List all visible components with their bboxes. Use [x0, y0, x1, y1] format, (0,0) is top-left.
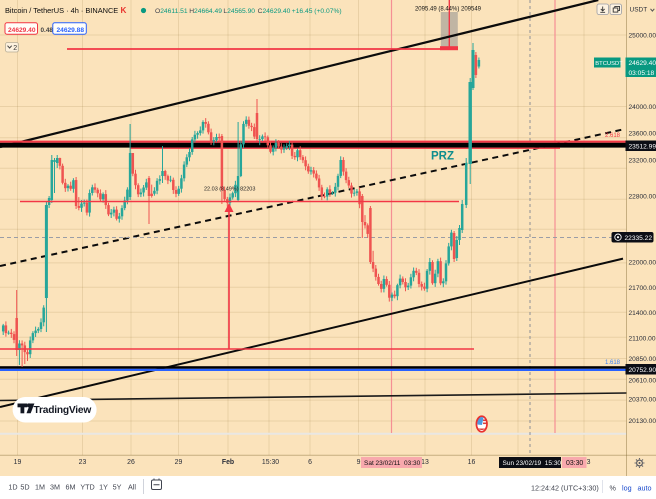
svg-text:USDT: USDT — [630, 7, 648, 14]
svg-text:26: 26 — [127, 459, 135, 466]
svg-text:PRZ: PRZ — [431, 151, 454, 163]
svg-text:22335.22: 22335.22 — [625, 235, 653, 242]
svg-text:5D: 5D — [20, 483, 29, 492]
svg-text:6M: 6M — [66, 483, 76, 492]
svg-text:23200.00: 23200.00 — [629, 158, 656, 165]
svg-text:2.618: 2.618 — [605, 133, 621, 139]
svg-text:22000.00: 22000.00 — [629, 260, 656, 267]
svg-text:19: 19 — [14, 459, 22, 466]
svg-text:03:30: 03:30 — [566, 460, 583, 467]
svg-text:O24611.51: O24611.51 — [155, 8, 188, 15]
svg-text:24000.00: 24000.00 — [629, 104, 656, 111]
svg-text:22.03 (8.49%) 82203: 22.03 (8.49%) 82203 — [204, 187, 255, 193]
svg-text:TradingView: TradingView — [34, 405, 92, 416]
svg-text:5Y: 5Y — [113, 483, 122, 492]
svg-text:23600.00: 23600.00 — [629, 131, 656, 138]
svg-text:03:05:18: 03:05:18 — [629, 70, 655, 77]
svg-text:23: 23 — [79, 459, 87, 466]
svg-text:All: All — [128, 483, 136, 492]
svg-text:24629.88: 24629.88 — [57, 27, 85, 34]
svg-text:log: log — [622, 484, 632, 493]
svg-text:0.48: 0.48 — [41, 27, 54, 34]
svg-text:20610.00: 20610.00 — [629, 378, 656, 385]
svg-text:3: 3 — [587, 459, 591, 466]
svg-text:6: 6 — [308, 459, 312, 466]
svg-text:K: K — [121, 6, 127, 15]
svg-text:22800.00: 22800.00 — [629, 194, 656, 201]
svg-text:1D: 1D — [8, 483, 17, 492]
svg-text:13: 13 — [421, 459, 429, 466]
svg-text:24629.40: 24629.40 — [629, 60, 656, 67]
svg-text:C24629.40: C24629.40 — [258, 8, 291, 15]
svg-text:16: 16 — [468, 459, 476, 466]
svg-text:H24664.49: H24664.49 — [189, 8, 222, 15]
svg-text:Sat 23/02/11 03:30: Sat 23/02/11 03:30 — [364, 460, 421, 467]
svg-text:3M: 3M — [50, 483, 60, 492]
svg-text:1M: 1M — [35, 483, 45, 492]
svg-text:Sun 23/02/19 15:30: Sun 23/02/19 15:30 — [503, 460, 562, 467]
svg-text:20850.00: 20850.00 — [629, 356, 656, 363]
svg-text:21700.00: 21700.00 — [629, 285, 656, 292]
svg-text:auto: auto — [638, 484, 652, 493]
svg-text:12:24:42 (UTC+3:30): 12:24:42 (UTC+3:30) — [531, 484, 599, 493]
svg-text:2: 2 — [13, 45, 17, 52]
svg-text:24629.40: 24629.40 — [8, 27, 36, 34]
svg-text:20130.00: 20130.00 — [629, 418, 656, 425]
svg-text:15:30: 15:30 — [262, 459, 279, 466]
svg-text:1Y: 1Y — [99, 483, 108, 492]
svg-text:%: % — [610, 484, 617, 493]
svg-text:+16.45 (+0.07%): +16.45 (+0.07%) — [292, 8, 342, 15]
svg-text:23512.99: 23512.99 — [629, 143, 656, 150]
svg-text:1.618: 1.618 — [605, 360, 621, 366]
svg-text:YTD: YTD — [80, 483, 94, 492]
svg-text:9: 9 — [357, 459, 361, 466]
svg-text:Feb: Feb — [222, 459, 234, 466]
svg-text:20752.90: 20752.90 — [629, 367, 656, 374]
svg-text:2095.49 (8.44%) 209549: 2095.49 (8.44%) 209549 — [415, 7, 482, 13]
svg-text:29: 29 — [175, 459, 183, 466]
svg-text:L24565.90: L24565.90 — [223, 8, 255, 15]
svg-text:25000.00: 25000.00 — [629, 33, 656, 40]
svg-text:BTCUSDT: BTCUSDT — [595, 61, 623, 67]
svg-text:Bitcoin / TetherUS · 4h · BINA: Bitcoin / TetherUS · 4h · BINANCE — [5, 6, 118, 15]
svg-text:20370.00: 20370.00 — [629, 397, 656, 404]
svg-text:21100.00: 21100.00 — [629, 336, 656, 343]
svg-text:21400.00: 21400.00 — [629, 310, 656, 317]
